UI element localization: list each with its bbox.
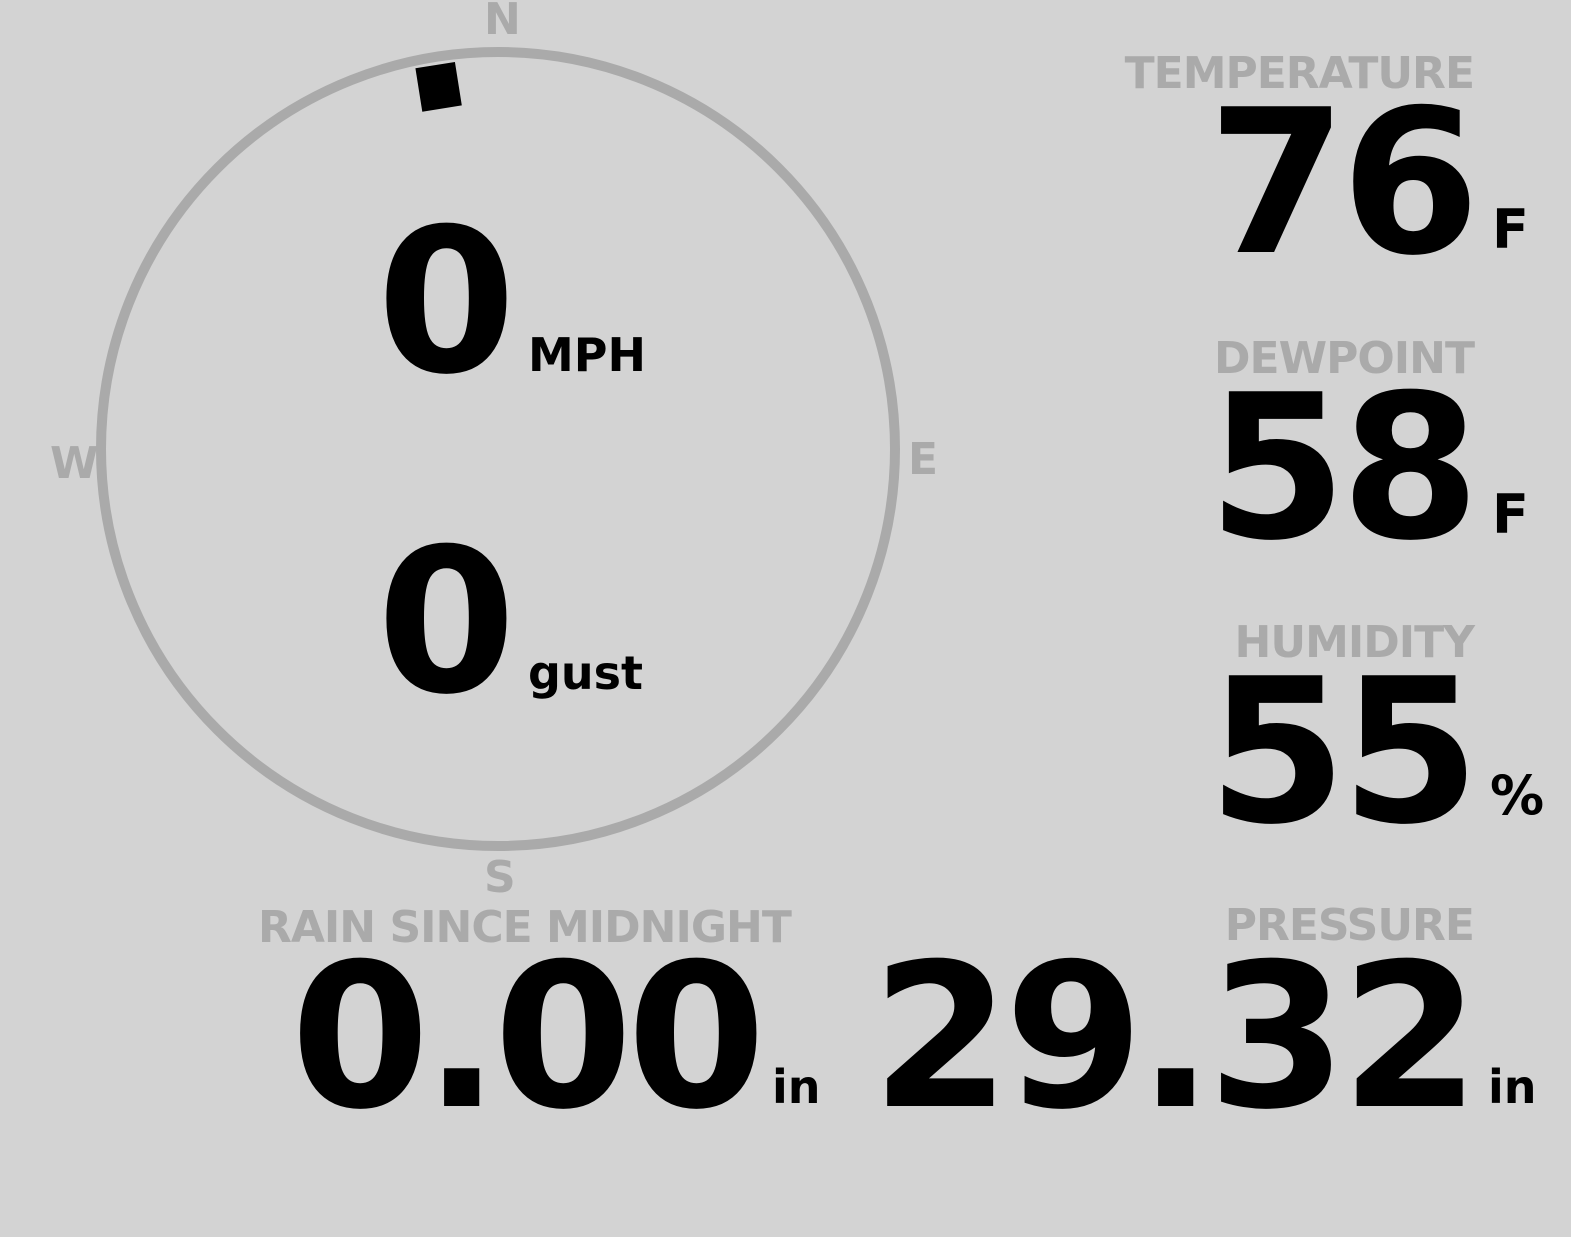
wind-speed-unit: MPH xyxy=(528,328,646,382)
pressure-unit: in xyxy=(1488,1060,1537,1114)
wind-compass xyxy=(96,47,900,851)
temperature-label: TEMPERATURE xyxy=(1124,48,1475,99)
wind-direction-marker xyxy=(415,61,462,112)
rain-value: 0.00 xyxy=(290,921,766,1154)
wind-speed-value: 0 xyxy=(376,186,516,419)
pressure-label: PRESSURE xyxy=(1224,900,1475,951)
rain-label: RAIN SINCE MIDNIGHT xyxy=(258,902,792,953)
temperature-value: 76 xyxy=(1207,67,1480,300)
dewpoint-label: DEWPOINT xyxy=(1214,333,1475,384)
compass-south: S xyxy=(484,852,516,903)
dewpoint-value: 58 xyxy=(1207,352,1480,585)
humidity-value: 55 xyxy=(1207,636,1480,869)
pressure-value: 29.32 xyxy=(871,921,1480,1154)
humidity-label: HUMIDITY xyxy=(1234,617,1475,668)
compass-west: W xyxy=(50,438,99,489)
rain-unit: in xyxy=(772,1060,821,1114)
temperature-unit: F xyxy=(1492,198,1529,261)
compass-ring xyxy=(96,47,900,851)
compass-east: E xyxy=(908,434,939,485)
dewpoint-unit: F xyxy=(1492,483,1529,546)
wind-gust-unit: gust xyxy=(528,646,644,700)
wind-gust-value: 0 xyxy=(376,506,516,739)
humidity-unit: % xyxy=(1490,764,1545,827)
compass-north: N xyxy=(484,0,521,45)
